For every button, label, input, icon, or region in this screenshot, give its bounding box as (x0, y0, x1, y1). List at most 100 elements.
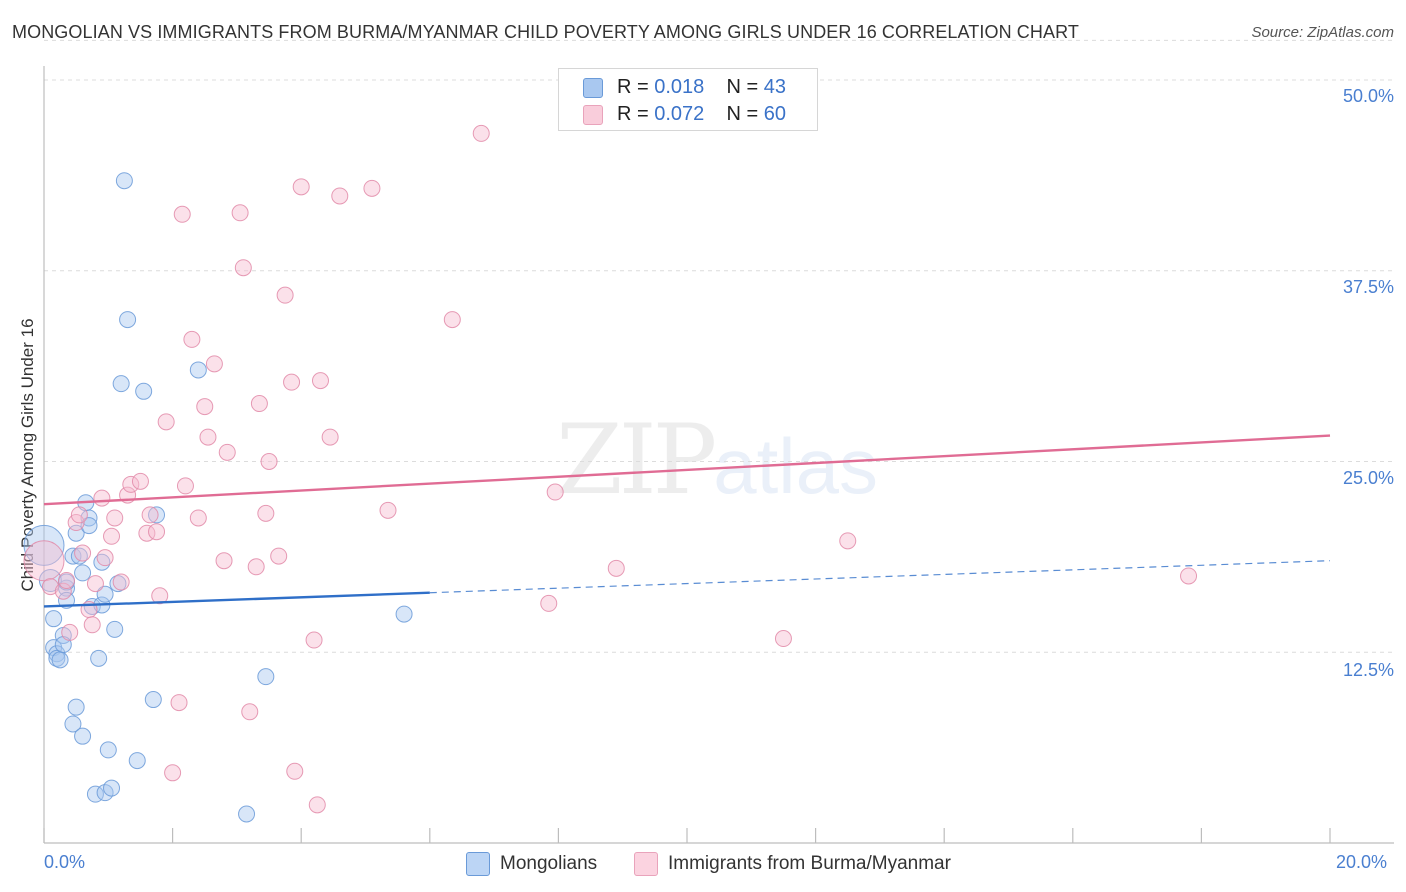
burma-point (215, 552, 233, 570)
mongolian-point (99, 741, 117, 759)
burma-point (276, 286, 294, 304)
watermark-zip: ZIP (556, 404, 717, 516)
burma-point (247, 558, 265, 576)
burma-point (96, 549, 114, 567)
burma-point (176, 477, 194, 495)
mongolian-point (74, 727, 92, 745)
mongolian-point (148, 506, 166, 524)
burma-point (170, 694, 188, 712)
burma-point (148, 523, 166, 541)
burma-point (58, 572, 76, 590)
burma-point (472, 124, 490, 142)
burma-point (1180, 567, 1198, 585)
burma-point (164, 764, 182, 782)
y-tick-label-12-5: 12.5% (1342, 660, 1394, 680)
burma-point (331, 187, 349, 205)
mongolian-point (70, 547, 88, 565)
burma-point (199, 428, 217, 446)
mongolian-point (119, 311, 137, 329)
bottom-legend: Mongolians Immigrants from Burma/Myanmar (0, 852, 1406, 878)
burma-myanmar-points (23, 124, 1198, 814)
burma-point (250, 395, 268, 413)
mongolian-trend-line (43, 591, 430, 608)
mongolian-point (395, 605, 413, 623)
burma-point (270, 547, 288, 565)
bottom-legend-swatch-pink (634, 852, 658, 876)
burma-point (183, 330, 201, 348)
burma-trend-line (43, 434, 1331, 506)
burma-point (257, 504, 275, 522)
burma-point (70, 506, 88, 524)
burma-point (286, 762, 304, 780)
burma-point (311, 372, 329, 390)
legend-n-label: N = (726, 76, 759, 98)
x-tick-label-min: 0.0% (44, 852, 86, 872)
burma-point (61, 623, 79, 641)
burma-point (443, 311, 461, 329)
mongolian-point (45, 610, 63, 628)
legend-n-value: 43 (763, 76, 787, 98)
burma-point (305, 631, 323, 649)
burma-point (141, 506, 159, 524)
burma-point (83, 616, 101, 634)
burma-point (234, 259, 252, 277)
bottom-legend-label: Immigrants from Burma/Myanmar (668, 853, 951, 874)
burma-point (363, 179, 381, 197)
mongolian-point (96, 585, 114, 603)
mongolian-point (106, 620, 124, 638)
mongolian-point (51, 651, 69, 669)
mongolian-point (189, 361, 207, 379)
mongolian-point (257, 668, 275, 686)
legend-n-label: N = (726, 103, 759, 125)
legend-swatch-blue (583, 78, 603, 98)
mongolian-point (135, 382, 153, 400)
mongolian-point (128, 752, 146, 770)
mongolian-point (144, 691, 162, 709)
axes (43, 66, 1394, 844)
burma-point (189, 509, 207, 527)
legend-r-value: 0.018 (654, 76, 705, 98)
burma-point (546, 483, 564, 501)
mongolian-point (64, 547, 82, 565)
y-tick-label-50: 50.0% (1342, 86, 1394, 106)
mongolian-point (64, 715, 82, 733)
bottom-legend-label: Mongolians (500, 853, 598, 874)
mongolian-point (80, 517, 98, 535)
burma-point (774, 630, 792, 648)
legend-swatch-pink (583, 105, 603, 125)
legend-n-value: 60 (763, 103, 787, 125)
burma-point (218, 443, 236, 461)
watermark: ZIPatlas (556, 404, 878, 516)
mongolians-points (23, 172, 413, 823)
burma-point (607, 559, 625, 577)
burma-point (308, 796, 326, 814)
burma-point (205, 355, 223, 373)
mongolian-point (74, 564, 92, 582)
burma-point (540, 594, 558, 612)
mongolian-point (90, 649, 108, 667)
trend-lines (43, 434, 1331, 608)
burma-point (260, 453, 278, 470)
burma-point (122, 475, 140, 493)
burma-point (86, 575, 104, 593)
mongolian-point (93, 553, 111, 571)
burma-point (103, 527, 121, 545)
x-tick-label-max: 20.0% (1336, 852, 1388, 872)
burma-point (839, 532, 857, 550)
mongolian-point (112, 375, 130, 393)
mongolian-point (23, 524, 65, 566)
burma-point (41, 578, 59, 596)
burma-point (231, 204, 249, 222)
burma-point (74, 544, 92, 562)
burma-point (131, 472, 149, 490)
mongolian-point (115, 172, 133, 190)
mongolian-point (67, 698, 85, 716)
source-credit: Source: ZipAtlas.com (1251, 24, 1394, 41)
legend-r-value: 0.072 (654, 103, 705, 125)
burma-point (321, 428, 339, 446)
legend-r-label: R = (617, 103, 649, 125)
bottom-legend-swatch-blue (466, 852, 490, 876)
legend: R = 0.018 N = 43 R = 0.072 N = 60 (558, 68, 818, 131)
burma-point (283, 373, 301, 391)
